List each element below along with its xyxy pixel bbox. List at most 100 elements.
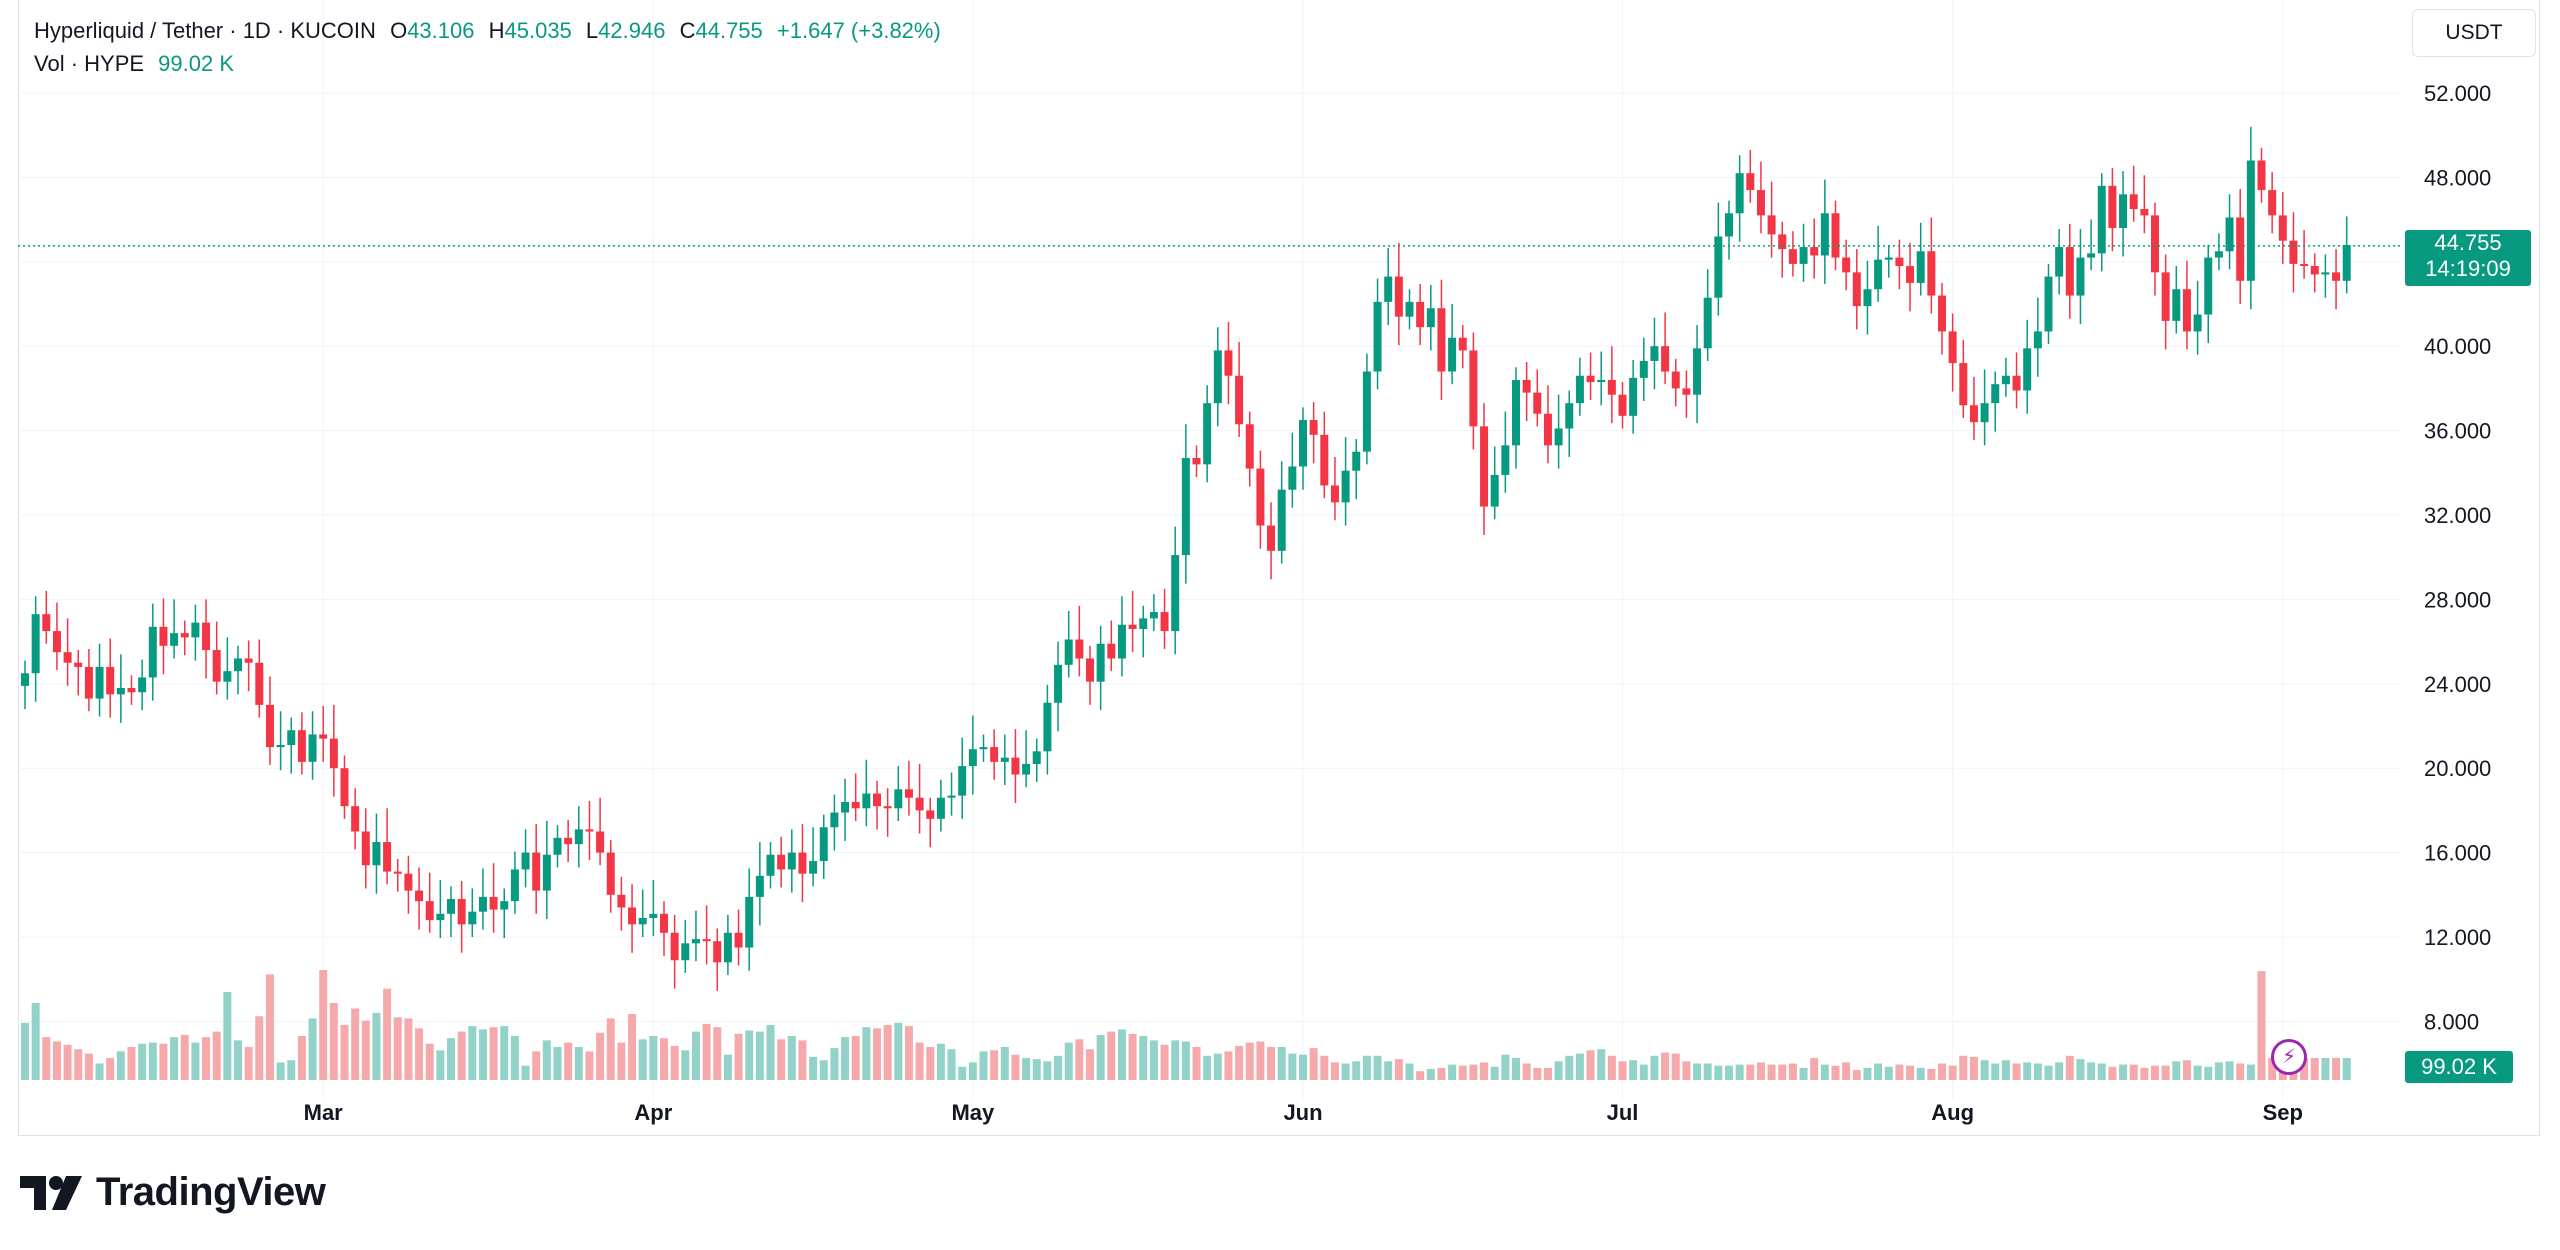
- candle-body: [1916, 251, 1925, 283]
- candle-body: [1394, 276, 1403, 317]
- volume-bar: [138, 1043, 147, 1080]
- lightning-icon[interactable]: ⚡: [2271, 1039, 2307, 1075]
- candle-body: [1309, 420, 1318, 435]
- volume-bar: [1000, 1047, 1009, 1080]
- volume-bar: [1086, 1049, 1094, 1080]
- legend-high-value: 45.035: [504, 18, 572, 43]
- candle-body: [2342, 244, 2351, 281]
- volume-bar: [1032, 1059, 1041, 1080]
- candle-body: [1362, 371, 1371, 452]
- legend-volume-label[interactable]: Vol · HYPE: [34, 51, 145, 76]
- candle-body: [1277, 489, 1286, 551]
- volume-bar: [745, 1030, 754, 1080]
- candle-body: [585, 829, 594, 832]
- volume-bar: [851, 1036, 860, 1080]
- volume-bar: [1607, 1055, 1616, 1080]
- candle-body: [2289, 240, 2298, 264]
- volume-bar: [1735, 1064, 1744, 1080]
- volume-bar: [457, 1031, 466, 1080]
- volume-bar: [2055, 1062, 2064, 1080]
- volume-bar: [660, 1038, 668, 1080]
- candle-body: [1725, 213, 1733, 237]
- volume-bar: [2033, 1063, 2042, 1080]
- volume-bar: [2268, 1058, 2277, 1080]
- candle-body: [1096, 643, 1105, 682]
- candle-body: [1128, 624, 1137, 629]
- candle-body: [2151, 215, 2159, 273]
- candle-body: [42, 614, 51, 632]
- volume-bar: [617, 1042, 626, 1080]
- candle-body: [894, 789, 903, 809]
- volume-bar: [1799, 1067, 1808, 1080]
- volume-bar: [2161, 1065, 2170, 1080]
- volume-bar: [1267, 1047, 1276, 1080]
- volume-bar: [1618, 1061, 1627, 1080]
- volume-bar: [1054, 1055, 1063, 1080]
- volume-bar: [883, 1025, 892, 1080]
- volume-bar: [1554, 1061, 1563, 1080]
- volume-bar: [979, 1051, 988, 1080]
- candle-body: [1000, 757, 1009, 762]
- candle-body: [819, 827, 828, 862]
- volume-bar: [425, 1043, 434, 1080]
- candle-body: [1948, 331, 1957, 364]
- legend-close-value: 44.755: [695, 18, 763, 43]
- candle-body: [340, 768, 349, 807]
- volume-bar: [1320, 1055, 1329, 1080]
- volume-bar: [1810, 1058, 1819, 1080]
- candle-body: [1341, 470, 1350, 503]
- candle-body: [1831, 213, 1840, 258]
- volume-bar: [1064, 1042, 1073, 1080]
- volume-bars: [21, 970, 2351, 1080]
- volume-bar: [1288, 1053, 1297, 1080]
- volume-bar: [1352, 1061, 1361, 1080]
- candle-body: [990, 747, 999, 762]
- volume-bar: [1575, 1053, 1584, 1080]
- volume-bar: [1682, 1061, 1691, 1080]
- candle-body: [468, 911, 477, 925]
- candle-body: [1820, 213, 1829, 256]
- volume-bar: [1703, 1063, 1712, 1080]
- volume-bar: [223, 992, 232, 1080]
- candle-body: [1810, 247, 1819, 256]
- candle-body: [883, 806, 892, 809]
- volume-bar: [1245, 1042, 1254, 1080]
- candle-body: [1693, 348, 1702, 395]
- volume-bar: [1107, 1031, 1116, 1080]
- volume-bar: [1533, 1067, 1542, 1080]
- volume-bar: [1149, 1040, 1158, 1080]
- candle-body: [574, 829, 583, 845]
- legend-change: +1.647 (+3.82%): [776, 18, 941, 43]
- candle-body: [1117, 624, 1126, 659]
- volume-bar: [2044, 1065, 2053, 1080]
- volume-bar: [244, 1047, 253, 1080]
- last-price-value: 44.755: [2434, 229, 2502, 255]
- candle-body: [958, 766, 967, 796]
- legend-symbol[interactable]: Hyperliquid / Tether · 1D · KUCOIN: [34, 18, 376, 43]
- candle-body: [1735, 173, 1744, 214]
- tradingview-logo[interactable]: TradingView: [20, 1170, 326, 1215]
- volume-bar: [532, 1051, 541, 1080]
- volume-bar: [1256, 1041, 1265, 1080]
- volume-bar: [564, 1042, 573, 1080]
- y-tick-label: 36.000: [2424, 419, 2491, 444]
- volume-bar: [947, 1049, 956, 1080]
- candle-body: [1107, 643, 1116, 659]
- volume-bar: [1426, 1069, 1435, 1080]
- candle-body: [276, 744, 285, 748]
- volume-bar: [2076, 1059, 2085, 1080]
- currency-label: USDT: [2445, 21, 2503, 44]
- candle-body: [713, 941, 722, 963]
- volume-bar: [649, 1036, 658, 1080]
- candle-body: [148, 626, 157, 678]
- volume-bar: [1725, 1065, 1733, 1080]
- candle-body: [553, 837, 562, 855]
- candle-body: [1437, 308, 1446, 372]
- candle-body: [2236, 217, 2245, 281]
- volume-bar: [351, 1008, 360, 1080]
- candle-body: [1906, 266, 1915, 283]
- candle-body: [1969, 405, 1978, 423]
- currency-selector[interactable]: USDT: [2412, 9, 2536, 57]
- candle-body: [1160, 612, 1169, 632]
